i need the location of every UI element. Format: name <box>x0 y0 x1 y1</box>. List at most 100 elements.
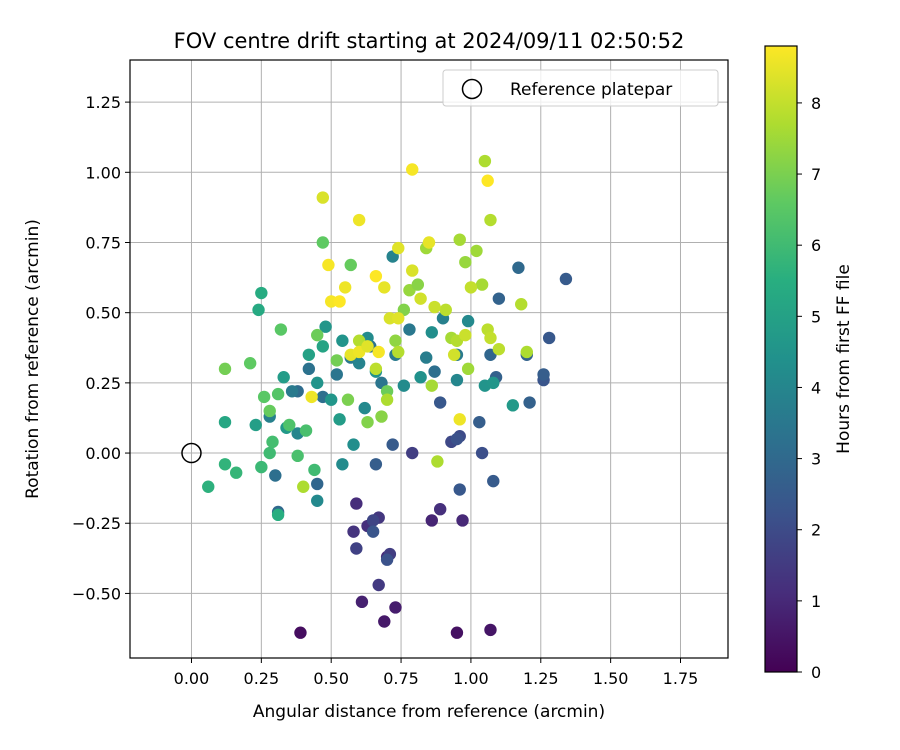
x-tick-label: 1.75 <box>663 669 699 688</box>
data-point <box>269 469 282 482</box>
data-point <box>322 258 335 272</box>
x-tick-label: 1.50 <box>593 669 629 688</box>
data-point <box>478 154 492 168</box>
data-point <box>386 438 399 451</box>
x-tick-label: 1.25 <box>523 669 559 688</box>
data-point <box>456 514 469 527</box>
x-tick-label: 0.25 <box>244 669 280 688</box>
y-tick-label: 0.25 <box>85 374 121 393</box>
data-point <box>378 281 391 294</box>
data-point <box>243 357 257 370</box>
data-point <box>366 514 380 527</box>
data-point <box>450 373 464 387</box>
data-point <box>316 191 330 204</box>
colorbar-ticks: 0 1 2 3 4 5 6 7 8 <box>797 94 821 682</box>
data-point <box>559 272 573 286</box>
data-point <box>392 312 405 325</box>
data-point <box>366 525 380 538</box>
data-point <box>378 615 391 628</box>
data-point <box>433 503 447 516</box>
data-point <box>311 494 324 507</box>
data-point <box>406 163 419 176</box>
data-point <box>453 483 466 496</box>
data-point <box>506 399 520 412</box>
data-point <box>266 435 279 449</box>
data-point <box>350 497 363 510</box>
data-point <box>484 623 497 637</box>
scatter-points <box>202 154 573 639</box>
data-point <box>403 323 416 336</box>
data-point <box>520 345 534 359</box>
data-point <box>308 463 321 477</box>
data-point <box>470 244 483 258</box>
data-point <box>464 281 478 294</box>
data-point <box>369 269 383 283</box>
plot-frame <box>129 59 729 659</box>
data-point <box>369 458 383 471</box>
data-point <box>422 236 436 249</box>
data-point <box>291 449 304 463</box>
data-point <box>274 323 288 336</box>
data-point <box>330 354 343 367</box>
data-point <box>263 404 276 418</box>
data-point <box>450 626 464 639</box>
x-tick-label: 0.00 <box>174 669 210 688</box>
data-point <box>255 286 268 300</box>
colorbar-tick-label: 6 <box>811 236 821 255</box>
data-point <box>380 393 394 406</box>
data-point <box>333 413 346 426</box>
data-point <box>459 255 472 269</box>
data-point <box>439 303 452 317</box>
data-point <box>283 418 296 432</box>
data-point <box>294 626 307 639</box>
data-point <box>330 368 343 381</box>
data-point <box>252 303 265 317</box>
data-point <box>202 480 215 493</box>
data-point <box>358 401 371 415</box>
data-point <box>428 300 441 314</box>
data-point <box>341 393 355 406</box>
x-axis-ticks: 0.00 0.25 0.50 0.75 1.00 1.25 1.50 1.75 <box>174 658 699 688</box>
data-point <box>336 334 349 347</box>
data-point <box>218 362 232 376</box>
colorbar-tick-label: 7 <box>811 165 821 184</box>
colorbar-label: Hours from first FF file <box>834 264 854 454</box>
data-point <box>487 474 500 488</box>
data-point <box>285 385 299 398</box>
data-point <box>305 390 318 404</box>
data-point <box>461 362 475 376</box>
data-point <box>361 340 374 353</box>
data-point <box>414 371 427 384</box>
data-point <box>492 292 506 305</box>
y-tick-label: 0.75 <box>85 233 121 252</box>
data-point <box>375 410 388 423</box>
data-point <box>475 446 489 460</box>
data-point <box>299 424 313 437</box>
data-point <box>218 458 232 471</box>
colorbar: 0 1 2 3 4 5 6 7 8 Hours from first FF file <box>764 45 854 682</box>
data-point <box>380 553 394 566</box>
data-point <box>431 455 444 468</box>
data-point <box>352 213 366 227</box>
legend-box <box>442 69 719 107</box>
data-point <box>487 376 500 390</box>
data-point <box>425 514 438 527</box>
legend: Reference platepar <box>442 69 719 107</box>
data-point <box>512 261 525 274</box>
data-point <box>316 340 330 353</box>
data-point <box>249 418 262 432</box>
data-point <box>453 233 466 246</box>
data-point <box>420 351 433 364</box>
data-point <box>447 348 461 361</box>
data-point <box>433 396 447 409</box>
x-tick-label: 1.00 <box>453 669 489 688</box>
colorbar-tick-label: 3 <box>811 450 821 469</box>
colorbar-tick-label: 8 <box>811 94 821 113</box>
data-point <box>537 368 550 381</box>
data-point <box>336 458 349 471</box>
data-point <box>389 334 402 347</box>
data-point <box>311 477 324 491</box>
data-point <box>484 213 497 227</box>
colorbar-tick-label: 4 <box>811 378 821 397</box>
